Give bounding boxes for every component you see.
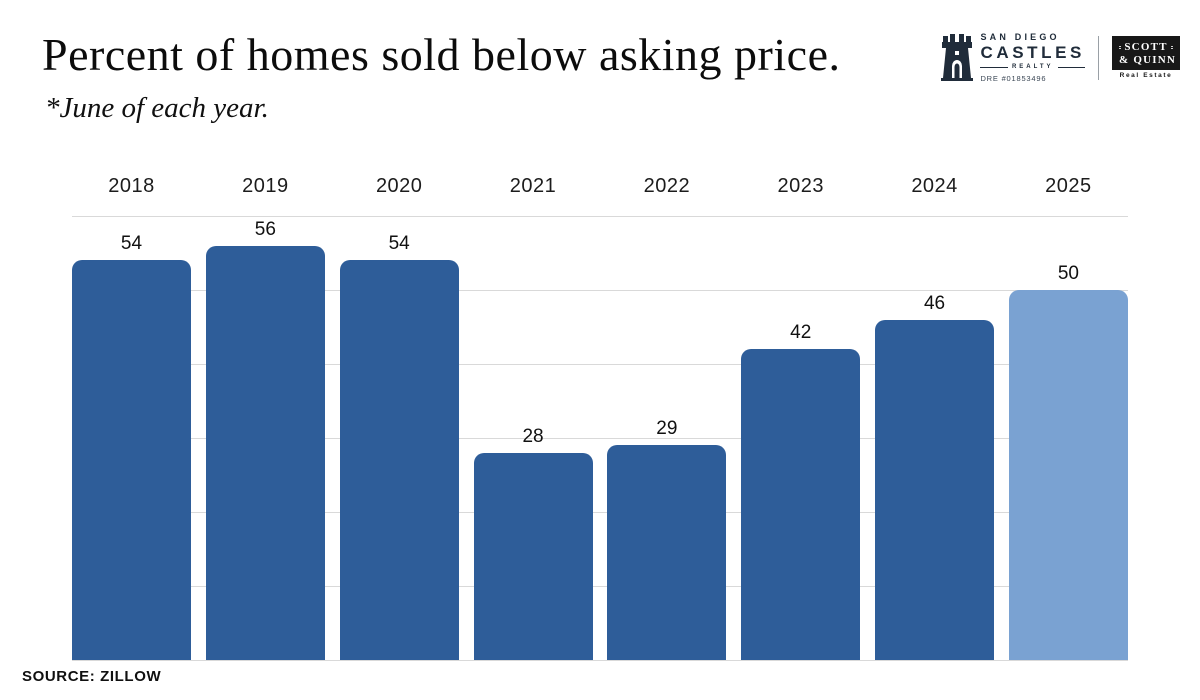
x-axis-tick-label: 2022 — [643, 175, 691, 197]
bar-column: 50 — [1008, 216, 1128, 660]
bar-2019 — [205, 245, 325, 660]
scott-quinn-logo: SCOTT & QUINN Real Estate — [1112, 36, 1180, 79]
bar-value-label: 56 — [254, 218, 276, 240]
realty-rule-right — [1057, 66, 1086, 68]
gridline — [72, 586, 1128, 587]
scott-quinn-badge: SCOTT & QUINN — [1112, 36, 1180, 70]
bar-column: 29 — [607, 216, 727, 660]
x-axis-tick-label: 2023 — [777, 175, 824, 197]
bar-value-label: 29 — [656, 418, 678, 440]
quinn-row: & QUINN — [1119, 54, 1176, 66]
castles-wordmark: SAN DIEGO CASTLES REALTY DRE #01853496 — [980, 32, 1086, 83]
bar-column: 28 — [473, 216, 593, 660]
san-diego-castles-logo: SAN DIEGO CASTLES REALTY DRE #01853496 — [941, 32, 1086, 83]
scott-quinn-tagline: Real Estate — [1119, 72, 1173, 79]
source-attribution: SOURCE: ZILLOW — [22, 668, 162, 685]
scott-label: SCOTT — [1124, 41, 1168, 53]
bar-value-label: 54 — [388, 233, 410, 255]
castles-name-label: CASTLES — [980, 43, 1085, 62]
bar-2018 — [72, 260, 191, 660]
scott-row: SCOTT — [1119, 41, 1174, 53]
x-axis-tick-label: 2019 — [242, 175, 289, 197]
bar-2021 — [473, 452, 593, 660]
bar-value-label: 54 — [120, 233, 143, 255]
gridline — [72, 512, 1128, 513]
gridline — [72, 364, 1128, 365]
bar-2024 — [875, 319, 995, 660]
castles-realty-label: REALTY — [980, 64, 1086, 70]
bar-2020 — [339, 260, 459, 660]
bar-column: 54 — [339, 216, 459, 660]
logo-divider — [1098, 35, 1099, 80]
quinn-label: & QUINN — [1119, 54, 1176, 66]
bar-column: 54 — [72, 216, 191, 660]
bar-2022 — [607, 445, 727, 660]
castles-license-number: DRE #01853496 — [980, 74, 1047, 83]
castles-city-label: SAN DIEGO — [980, 32, 1060, 42]
bar-value-label: 46 — [923, 292, 946, 314]
gridline — [72, 290, 1128, 291]
logo-strip: SAN DIEGO CASTLES REALTY DRE #01853496 S… — [941, 32, 1180, 83]
sq-rule — [1170, 45, 1174, 49]
x-axis-tick-label: 2025 — [1045, 175, 1092, 197]
gridline — [72, 438, 1128, 439]
bar-value-label: 42 — [790, 322, 812, 344]
bar-chart-plot-area: 54 56 54 28 29 42 46 50 — [72, 216, 1128, 661]
x-axis-tick-label: 2024 — [911, 175, 958, 197]
castle-tower-icon — [941, 33, 974, 81]
gridline — [72, 216, 1128, 217]
bar-value-label: 50 — [1057, 263, 1079, 284]
sq-rule — [1119, 45, 1122, 49]
x-axis-tick-label: 2020 — [375, 175, 423, 197]
chart-subtitle: *June of each year. — [45, 92, 269, 124]
gridline — [72, 660, 1128, 661]
bar-2023 — [741, 349, 861, 660]
bar-series: 54 56 54 28 29 42 46 50 — [72, 216, 1128, 660]
page-title: Percent of homes sold below asking price… — [42, 29, 841, 80]
realty-rule-left — [980, 66, 1008, 68]
x-axis-tick-label: 2018 — [108, 175, 155, 197]
bar-2025 — [1008, 290, 1128, 660]
bar-column: 46 — [875, 216, 995, 660]
x-axis-year-labels: 2018 2019 2020 2021 2022 2023 2024 2025 — [72, 175, 1128, 198]
bar-column: 56 — [205, 216, 325, 660]
bar-column: 42 — [741, 216, 861, 660]
x-axis-tick-label: 2021 — [509, 175, 557, 197]
bar-value-label: 28 — [522, 425, 544, 447]
realty-text: REALTY — [1011, 64, 1054, 70]
